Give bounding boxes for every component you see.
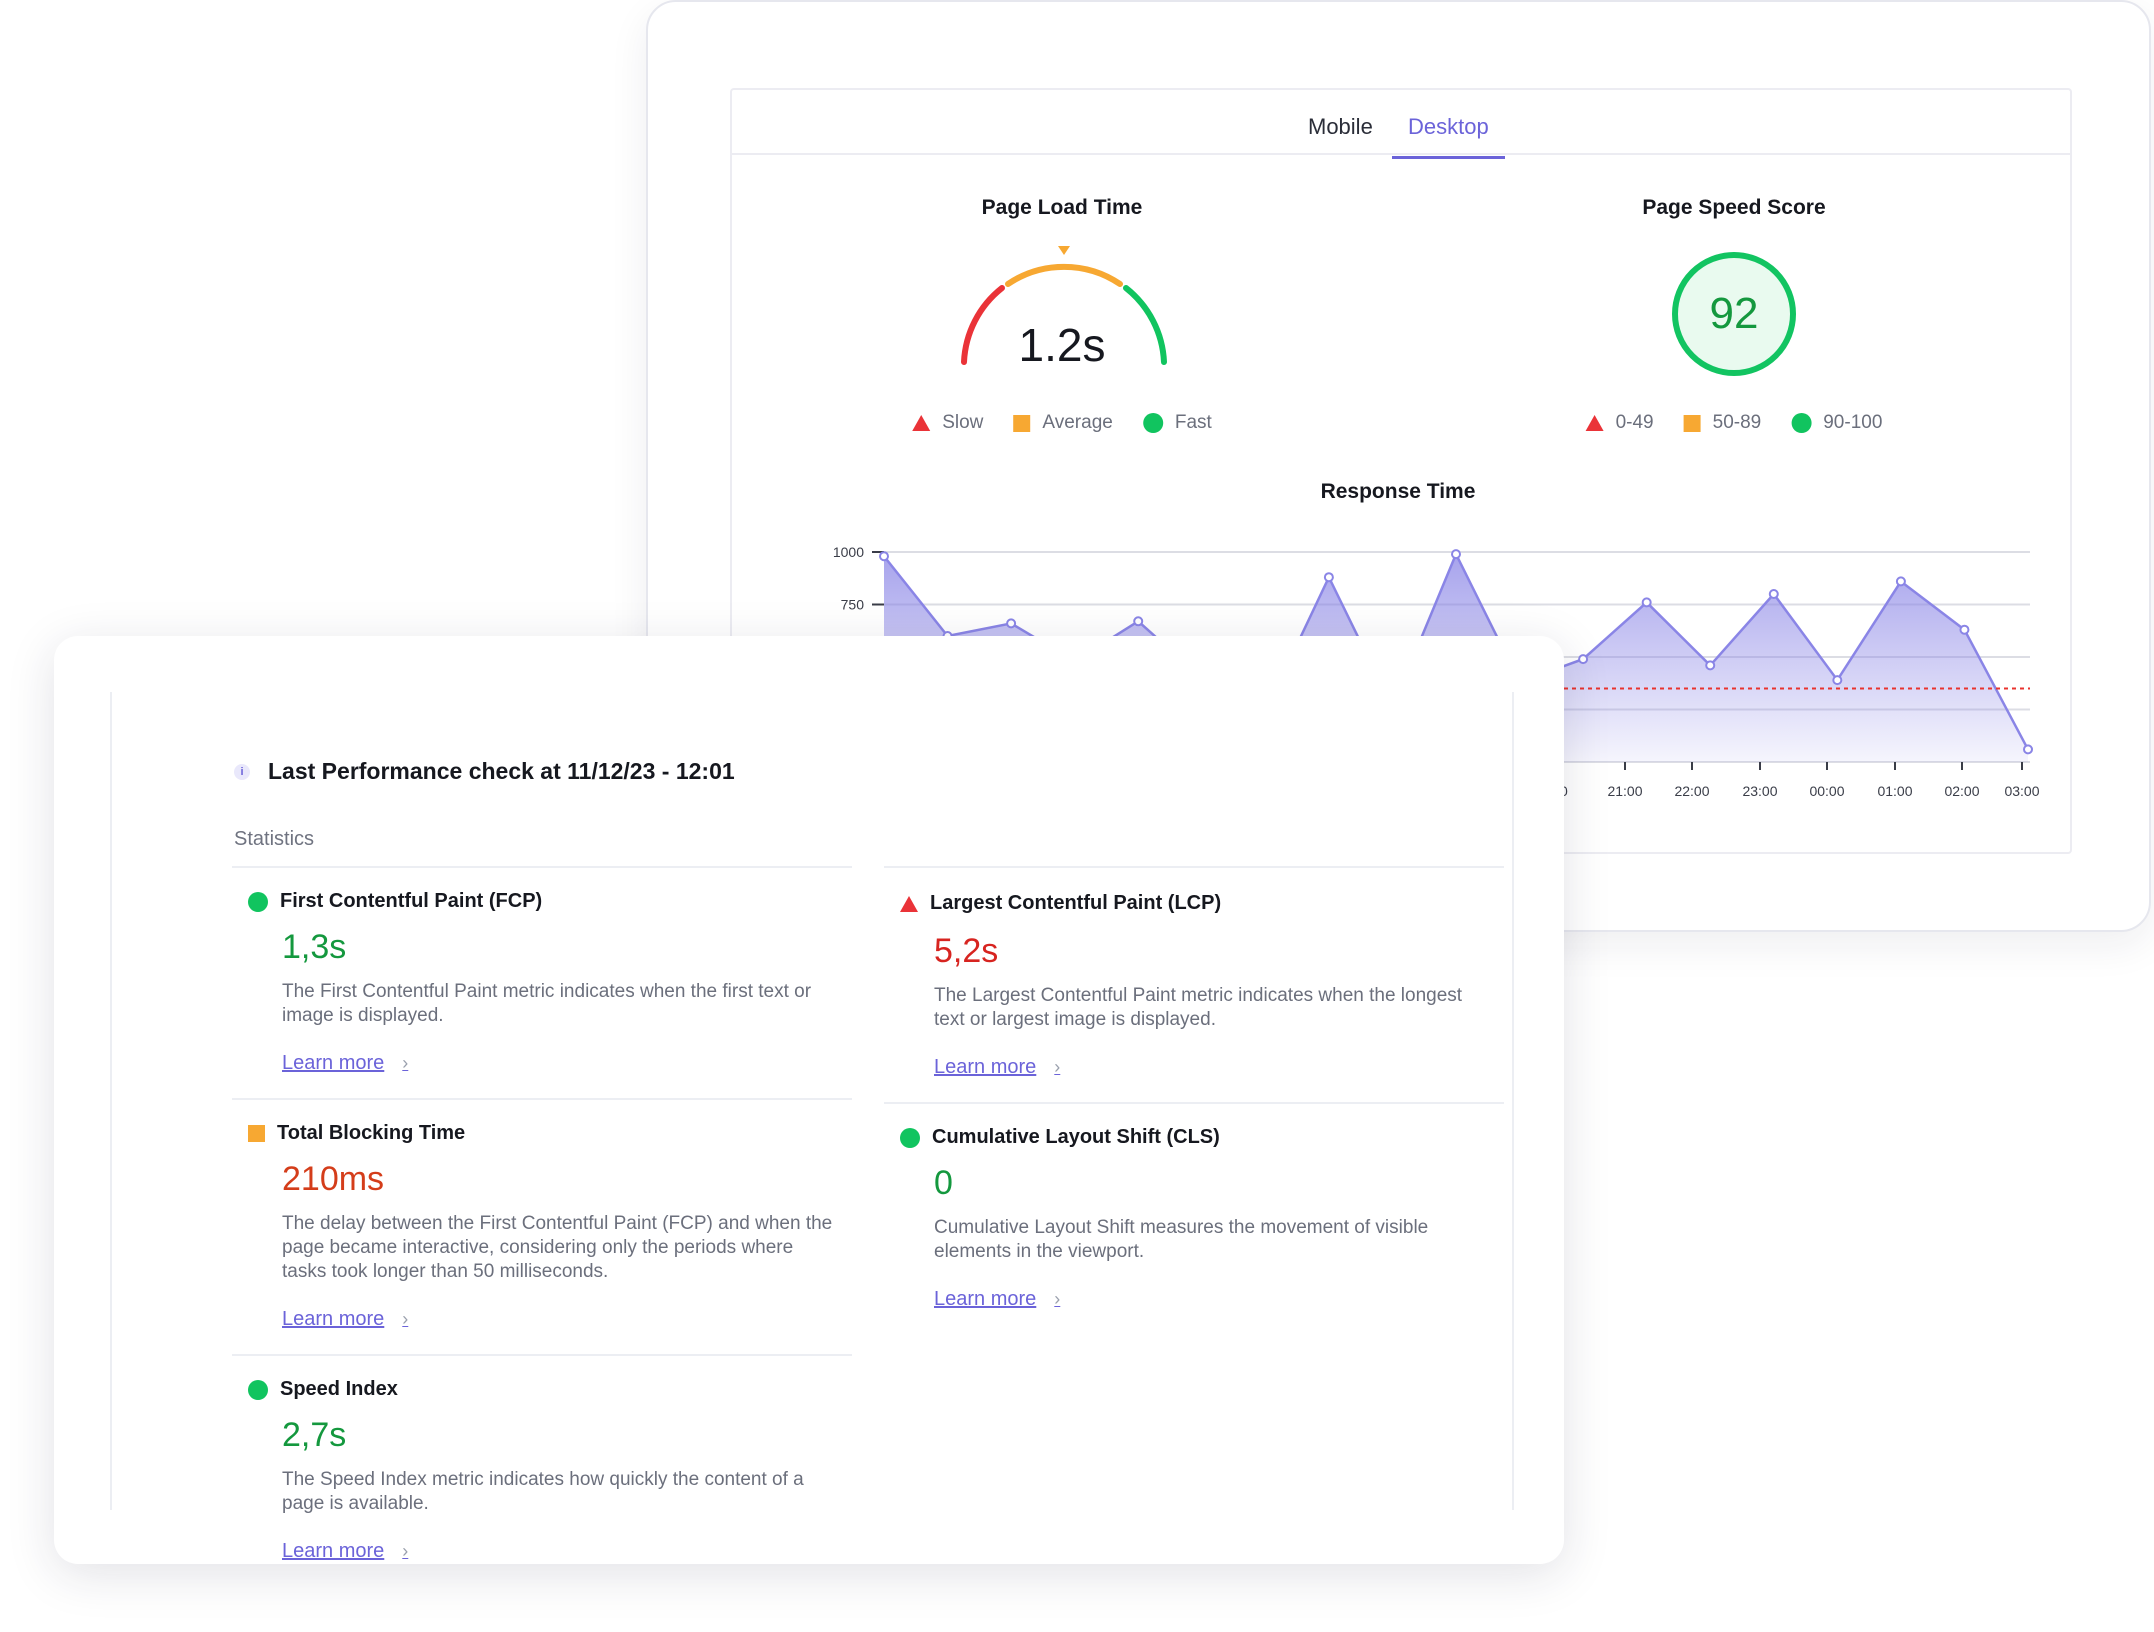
circle-icon [900, 1127, 920, 1148]
tab-mobile[interactable]: Mobile [1308, 114, 1373, 139]
circle-icon [248, 1379, 268, 1400]
chevron-right-icon: › [1054, 1289, 1061, 1309]
metric-tbt: Total Blocking Time 210ms The delay betw… [232, 1098, 852, 1356]
performance-check-card: i Last Performance check at 11/12/23 - 1… [54, 636, 1564, 1564]
x-tick-label: 02:00 [1944, 783, 1979, 799]
metric-description: The delay between the First Contentful P… [282, 1213, 833, 1282]
legend-average-range: 50-89 [1683, 412, 1761, 434]
data-point [1705, 660, 1716, 671]
data-point [1895, 576, 1906, 587]
page-speed-score-badge: 92 [1672, 252, 1796, 376]
data-point [1578, 654, 1589, 665]
gauge-slow-arc [961, 285, 1005, 365]
metric-description: The Largest Contentful Paint metric indi… [934, 985, 1463, 1030]
learn-more-link[interactable]: Learn more › [282, 1308, 409, 1330]
info-icon: i [234, 763, 250, 780]
x-tick-label: 22:00 [1674, 783, 1709, 799]
square-icon [248, 1125, 265, 1142]
page-speed-score-title: Page Speed Score [1642, 196, 1826, 219]
statistics-label: Statistics [234, 828, 315, 850]
metric-name: Largest Contentful Paint (LCP) [930, 892, 1222, 914]
metric-value: 2,7s [282, 1416, 347, 1454]
circle-icon [1142, 413, 1163, 433]
x-tick-label: 21:00 [1607, 783, 1642, 799]
data-point [1133, 616, 1144, 627]
legend-slow: Slow [912, 412, 983, 434]
metric-description: The Speed Index metric indicates how qui… [282, 1469, 804, 1514]
metric-value: 0 [934, 1164, 953, 1202]
page-speed-legend: 0-49 50-89 90-100 [1585, 412, 1882, 434]
x-tick-label: 23:00 [1742, 783, 1777, 799]
circle-icon [1791, 413, 1812, 433]
legend-poor-range: 0-49 [1585, 412, 1654, 434]
last-check-header: i Last Performance check at 11/12/23 - 1… [234, 758, 735, 785]
triangle-icon [900, 895, 918, 912]
chevron-right-icon: › [402, 1541, 409, 1561]
data-point [1451, 549, 1461, 560]
triangle-icon [1585, 415, 1604, 431]
legend-good-range: 90-100 [1791, 412, 1882, 434]
metric-value: 5,2s [934, 932, 999, 970]
data-point [1959, 624, 1970, 635]
page-load-gauge [961, 246, 1167, 365]
metric-value: 210ms [282, 1160, 385, 1198]
metric-fcp: First Contentful Paint (FCP) 1,3s The Fi… [232, 866, 852, 1100]
data-point [1323, 572, 1334, 583]
circle-icon [248, 891, 268, 912]
metric-name: Speed Index [280, 1378, 398, 1400]
square-icon [1683, 414, 1701, 432]
square-icon [1013, 414, 1031, 432]
last-check-title: Last Performance check at 11/12/23 - 12:… [268, 758, 735, 784]
learn-more-link[interactable]: Learn more › [282, 1052, 409, 1074]
learn-more-link[interactable]: Learn more › [282, 1540, 409, 1562]
metric-description: The First Contentful Paint metric indica… [282, 981, 812, 1026]
x-tick-label: 00:00 [1809, 783, 1844, 799]
legend-average: Average [1013, 412, 1113, 434]
page-load-legend: Slow Average Fast [912, 412, 1212, 434]
statistics-panel: i Last Performance check at 11/12/23 - 1… [110, 692, 1514, 1562]
gauge-marker-icon [1058, 246, 1070, 255]
learn-more-link[interactable]: Learn more › [934, 1056, 1061, 1078]
metric-lcp: Largest Contentful Paint (LCP) 5,2s The … [884, 866, 1504, 1104]
learn-more-link[interactable]: Learn more › [934, 1288, 1061, 1310]
triangle-icon [912, 415, 931, 431]
tab-desktop[interactable]: Desktop [1392, 114, 1505, 159]
metric-speed-index: Speed Index 2,7s The Speed Index metric … [232, 1354, 852, 1576]
chevron-right-icon: › [402, 1309, 409, 1329]
metric-name: Total Blocking Time [277, 1122, 466, 1144]
chevron-right-icon: › [402, 1053, 409, 1073]
response-time-title: Response Time [1320, 480, 1476, 503]
data-point [1641, 597, 1652, 608]
x-tick-label: 01:00 [1877, 783, 1912, 799]
metric-name: First Contentful Paint (FCP) [280, 890, 543, 912]
device-tabs: Mobile Desktop [732, 90, 2070, 159]
chevron-right-icon: › [1054, 1057, 1061, 1077]
y-tick-label: 1000 [833, 544, 864, 560]
data-point [2023, 744, 2033, 755]
data-point [1832, 675, 1843, 686]
gauge-average-arc [1005, 263, 1123, 287]
gauge-fast-arc [1123, 285, 1167, 365]
x-tick-label: 03:00 [2004, 783, 2039, 799]
metric-cls: Cumulative Layout Shift (CLS) 0 Cumulati… [884, 1102, 1504, 1344]
metric-name: Cumulative Layout Shift (CLS) [932, 1126, 1220, 1148]
data-point [879, 551, 889, 562]
y-tick-label: 750 [841, 597, 865, 613]
page-load-time-value: 1.2s [1018, 319, 1106, 371]
metric-value: 1,3s [282, 928, 347, 966]
data-point [1768, 589, 1779, 599]
legend-fast: Fast [1142, 412, 1212, 434]
metric-description: Cumulative Layout Shift measures the mov… [934, 1217, 1429, 1262]
data-point [1006, 618, 1017, 629]
page-load-time-title: Page Load Time [981, 196, 1143, 219]
page-speed-score-value: 92 [1709, 289, 1759, 338]
